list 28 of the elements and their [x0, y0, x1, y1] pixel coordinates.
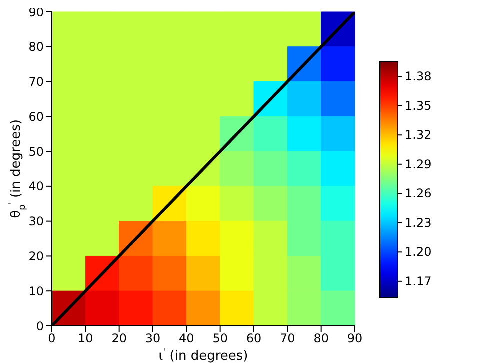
- x-tick-label: 20: [112, 332, 127, 346]
- x-tick-label: 40: [179, 332, 194, 346]
- x-tick-label: 60: [246, 332, 262, 346]
- x-tick-label: 0: [48, 332, 56, 346]
- color-bar-label: 1.32: [405, 128, 432, 142]
- y-tick-label: 0: [36, 319, 44, 334]
- x-tick-label: 80: [314, 332, 329, 346]
- color-bar-label: 1.29: [405, 157, 432, 172]
- y-tick-label: 40: [28, 180, 44, 194]
- x-axis-title: ι$^{'}$ (in degrees): [158, 348, 248, 363]
- x-tick-label: 30: [145, 332, 161, 346]
- x-tick-label: 50: [212, 332, 228, 346]
- color-bar-label: 1.38: [405, 70, 432, 84]
- x-tick-label: 90: [347, 332, 363, 346]
- color-bar-label: 1.20: [405, 245, 432, 260]
- y-tick-label: 30: [28, 214, 44, 229]
- y-tick-label: 70: [28, 75, 44, 90]
- x-tick-label: 10: [78, 332, 94, 346]
- y-tick-label: 50: [28, 144, 44, 159]
- color-bar-label: 1.35: [405, 98, 432, 113]
- y-tick-label: 10: [28, 284, 44, 298]
- x-tick-label: 70: [280, 332, 296, 346]
- y-tick-label: 20: [28, 249, 44, 264]
- y-tick-label: 80: [28, 40, 44, 54]
- color-bar-label: 1.23: [405, 216, 432, 230]
- color-bar-label: 1.26: [405, 186, 432, 201]
- color-bar-label: 1.17: [405, 274, 432, 288]
- y-tick-label: 60: [28, 110, 44, 124]
